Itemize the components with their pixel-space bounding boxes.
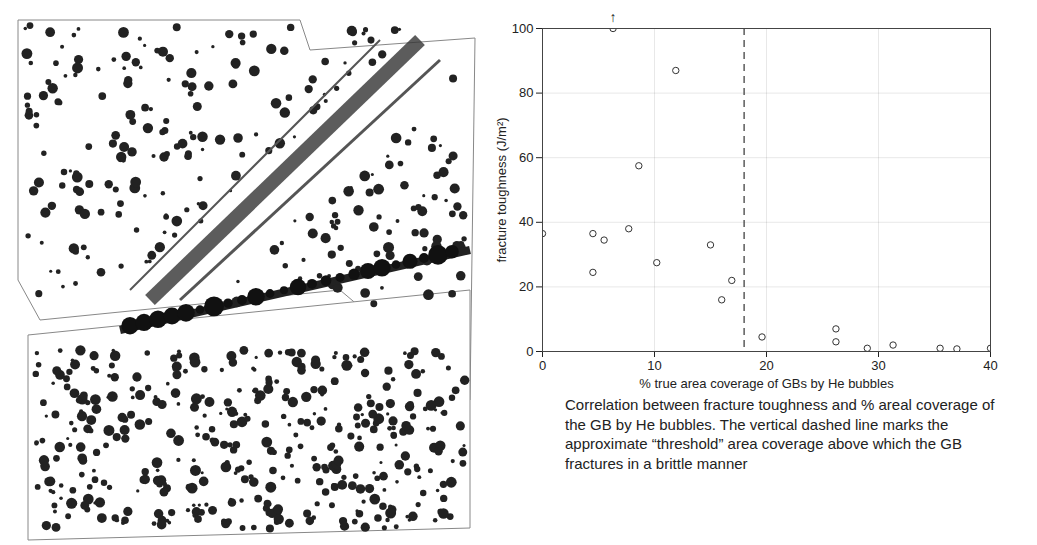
svg-text:20: 20	[759, 358, 773, 373]
svg-text:10: 10	[647, 358, 661, 373]
svg-text:60: 60	[519, 150, 533, 165]
svg-text:100: 100	[512, 21, 534, 36]
svg-text:40: 40	[519, 214, 533, 229]
html-text:Correlation between fracture t: Correlation between fracture toughness a…	[565, 396, 995, 472]
svg-text:fracture toughness (J/m²): fracture toughness (J/m²)	[494, 117, 509, 262]
svg-text:% true area coverage of GBs by: % true area coverage of GBs by He bubble…	[639, 376, 894, 391]
svg-text:30: 30	[871, 358, 885, 373]
svg-text:0: 0	[526, 344, 533, 359]
svg-text:↑: ↑	[610, 9, 617, 25]
svg-text:40: 40	[983, 358, 997, 373]
svg-text:20: 20	[519, 279, 533, 294]
svg-text:80: 80	[519, 85, 533, 100]
svg-text:0: 0	[539, 358, 546, 373]
